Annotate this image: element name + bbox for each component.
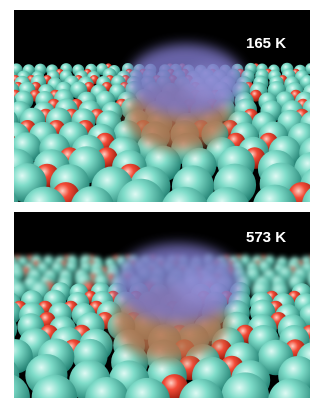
metal-atom	[0, 275, 4, 293]
oxygen-atom	[309, 255, 316, 262]
metal-atom	[0, 325, 15, 355]
metal-atom	[0, 75, 14, 90]
metal-atom	[0, 82, 1, 100]
metal-atom	[318, 92, 324, 111]
metal-atom	[0, 260, 7, 274]
metal-atom	[309, 283, 324, 302]
metal-atom	[311, 316, 324, 344]
oxygen-atom	[315, 82, 324, 92]
oxygen-atom	[314, 63, 321, 70]
page: {"panels": [{"label": "165 K"}, {"label"…	[0, 0, 324, 406]
metal-atom	[0, 69, 5, 83]
oxygen-atom	[320, 69, 324, 77]
cluster-highlight	[176, 270, 224, 306]
metal-atom	[0, 76, 1, 92]
metal-atom	[318, 292, 324, 314]
oxygen-atom	[310, 90, 322, 102]
metal-atom	[312, 255, 324, 267]
metal-atom	[317, 65, 324, 77]
metal-atom	[0, 268, 10, 284]
oxygen-atom	[0, 69, 8, 77]
temperature-label: 165 K	[246, 35, 286, 52]
oxygen-atom	[0, 109, 2, 124]
metal-atom	[313, 262, 324, 276]
metal-atom	[0, 93, 16, 112]
oxygen-atom	[0, 147, 7, 169]
metal-atom	[0, 132, 8, 163]
metal-atom	[310, 325, 324, 357]
metal-atom	[0, 290, 2, 313]
oxygen-atom	[2, 255, 9, 262]
metal-atom	[0, 257, 5, 269]
oxygen-atom	[0, 75, 5, 84]
cluster-highlight	[184, 66, 232, 102]
oxygen-atom	[310, 261, 318, 269]
metal-atom	[0, 101, 8, 124]
figure: 165 K 573 K	[0, 0, 324, 406]
oxygen-atom	[311, 291, 324, 304]
temperature-label: 573 K	[246, 229, 286, 246]
metal-atom	[313, 77, 324, 93]
metal-atom	[0, 282, 9, 302]
metal-atom	[0, 64, 11, 76]
metal-atom	[0, 164, 1, 203]
metal-atom	[311, 70, 324, 84]
